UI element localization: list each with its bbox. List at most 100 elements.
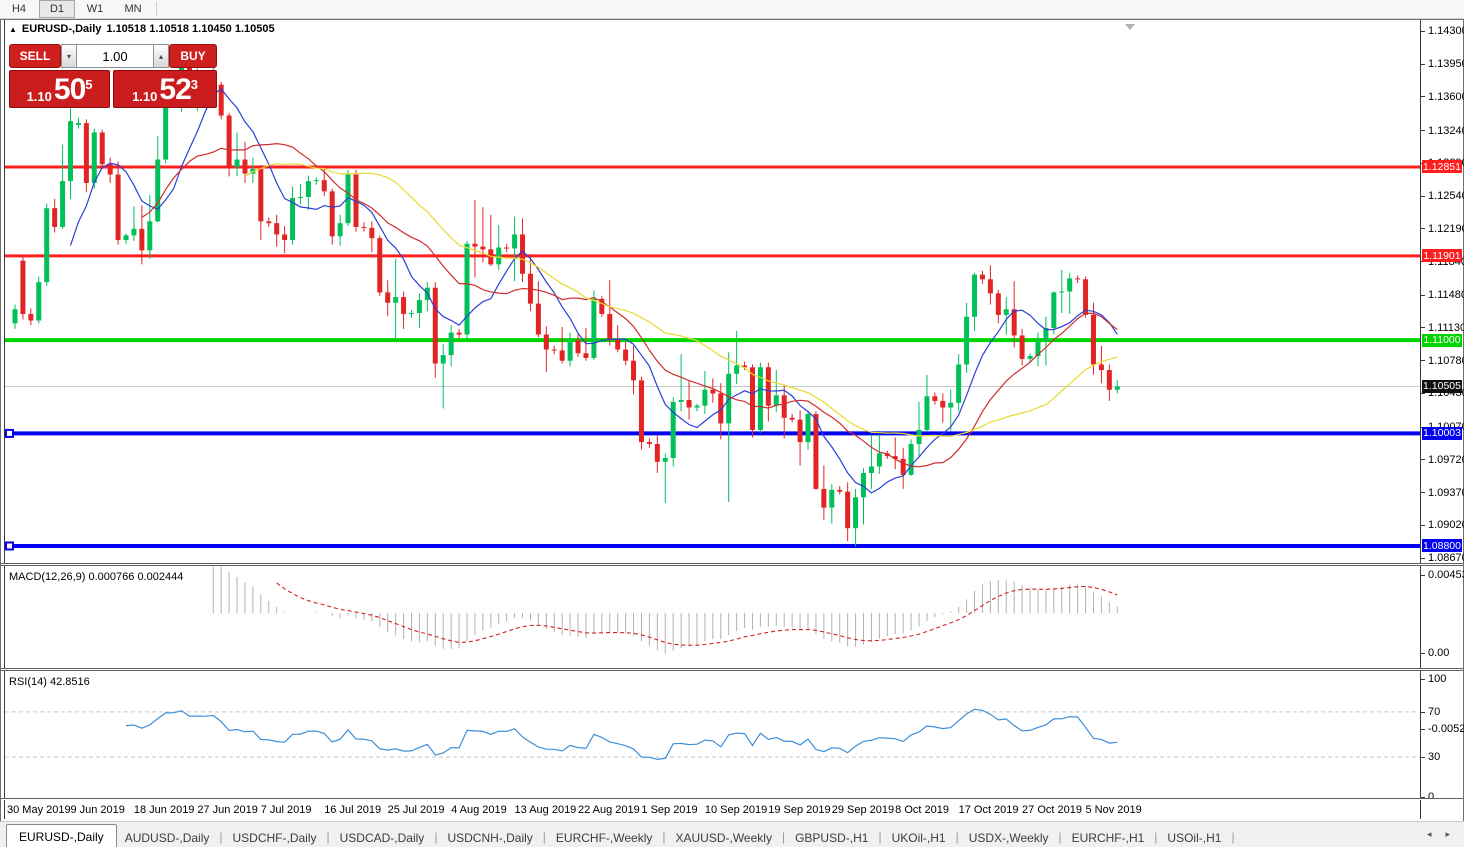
rsi-axis-70-tick (1421, 711, 1425, 713)
tab-audusd-daily[interactable]: AUDUSD-,Daily (124, 830, 210, 845)
date-axis[interactable]: 30 May 2019 9 Jun 2019 18 Jun 2019 27 Jun 2… (1, 801, 1420, 819)
tab-scroll-right-icon[interactable]: ▸ (1445, 829, 1450, 839)
ma-line-17[interactable] (141, 142, 1118, 468)
price-tick-label: 1.09720 (1428, 453, 1464, 466)
price-axis-border (1420, 20, 1421, 819)
toolbar-separator (156, 2, 157, 16)
tab-usoil-h1[interactable]: USOil-,H1 (1167, 830, 1222, 845)
rsi-panel-svg[interactable] (1, 671, 1420, 798)
price-tick-label: 1.12190 (1428, 222, 1464, 235)
date-label: 22 Aug 2019 (577, 804, 640, 816)
chart-title: ▲ EURUSD-,Daily 1.10518 1.10518 1.10450 … (9, 23, 275, 35)
ma-line-30[interactable] (244, 163, 1118, 437)
tab-separator: | (434, 830, 438, 844)
rsi-axis-30: 30 (1428, 751, 1441, 764)
tab-separator: | (1231, 830, 1235, 844)
scroll-marker-icon[interactable] (1125, 24, 1135, 30)
sell-price-prefix: 1.10 (26, 89, 52, 104)
tab-eurchf-h1[interactable]: EURCHF-,H1 (1071, 830, 1145, 845)
rsi-axis-70: 70 (1428, 705, 1441, 718)
price-tick-mark (1421, 459, 1425, 460)
tab-scroll-left-icon[interactable]: ◂ (1426, 829, 1432, 839)
hline-price-label: 1.12851 (1422, 160, 1462, 174)
hline-price-label: 1.10003 (1422, 426, 1462, 440)
chart-left-border (4, 20, 5, 819)
tab-usdx-weekly[interactable]: USDX-,Weekly (968, 830, 1049, 845)
date-label: 9 Jun 2019 (70, 804, 125, 816)
tab-separator: | (878, 830, 882, 844)
date-label: 30 May 2019 (7, 804, 71, 816)
macd-axis-min-tick (1421, 729, 1425, 730)
sell-button[interactable]: SELL (9, 44, 61, 68)
tab-separator: | (955, 830, 959, 844)
price-tick-label: 1.13950 (1428, 58, 1464, 71)
tab-eurusd-daily[interactable]: EURUSD-,Daily (6, 824, 117, 847)
timeframe-button-mn[interactable]: MN (124, 3, 142, 15)
price-tick-label: 1.11480 (1428, 289, 1464, 302)
tab-xauusd-weekly[interactable]: XAUUSD-,Weekly (675, 830, 772, 845)
price-tick-label: 1.13240 (1428, 124, 1464, 137)
tab-separator: | (1058, 830, 1062, 844)
price-tick-mark (1421, 492, 1425, 493)
sell-price-sup: 5 (85, 77, 93, 92)
date-label: 19 Sep 2019 (768, 804, 831, 816)
tab-separator: | (326, 830, 330, 844)
macd-panel-splitter[interactable] (1, 563, 1463, 566)
date-label: 27 Oct 2019 (1022, 804, 1082, 816)
hline-price-label: 1.11901 (1422, 249, 1462, 263)
price-tick-mark (1421, 295, 1425, 296)
chart-window: ▲ EURUSD-,Daily 1.10518 1.10518 1.10450 … (0, 19, 1464, 822)
volume-decrease-button[interactable]: ▾ (61, 44, 77, 68)
buy-price-box[interactable]: 1.10 52 3 (113, 70, 217, 108)
price-tick-mark (1421, 327, 1425, 328)
rsi-panel-splitter[interactable] (1, 668, 1463, 671)
rsi-axis-30-tick (1421, 757, 1425, 759)
rsi-line (125, 708, 1118, 761)
sell-price-box[interactable]: 1.10 50 5 (9, 70, 111, 108)
date-label: 7 Jul 2019 (260, 804, 312, 816)
horizontal-lines[interactable] (5, 165, 1420, 551)
date-label: 5 Nov 2019 (1085, 804, 1142, 816)
chart-tab-bar: EURUSD-,Daily AUDUSD-,Daily | USDCHF-,Daily… (0, 821, 1464, 847)
tab-usdcnh-daily[interactable]: USDCNH-,Daily (447, 830, 533, 845)
macd-signal-line (276, 582, 1118, 646)
price-tick-mark (1421, 64, 1425, 65)
date-label: 1 Sep 2019 (641, 804, 698, 816)
date-label: 18 Jun 2019 (133, 804, 195, 816)
tab-gbpusd-h1[interactable]: GBPUSD-,H1 (795, 830, 869, 845)
tab-separator: | (1154, 830, 1158, 844)
date-label: 10 Sep 2019 (704, 804, 768, 816)
price-tick-label: 1.09370 (1428, 486, 1464, 499)
macd-axis-max: 0.004536 (1428, 569, 1464, 581)
collapse-triangle-icon[interactable]: ▲ (9, 24, 17, 34)
tab-separator: | (662, 830, 666, 844)
macd-axis-max-tick (1421, 575, 1425, 576)
tab-usdcad-daily[interactable]: USDCAD-,Daily (339, 830, 425, 845)
buy-price-prefix: 1.10 (132, 89, 158, 104)
ma-line-8[interactable] (69, 88, 1118, 494)
buy-price-main: 52 (159, 73, 191, 106)
main-chart-svg[interactable] (1, 20, 1420, 563)
tab-eurchf-weekly[interactable]: EURCHF-,Weekly (555, 830, 653, 845)
chart-symbol-label: EURUSD-,Daily (21, 23, 102, 35)
price-tick-mark (1421, 558, 1425, 559)
macd-histogram (212, 567, 1118, 654)
volume-input[interactable]: 1.00 (77, 44, 153, 68)
tab-usdchf-daily[interactable]: USDCHF-,Daily (232, 830, 317, 845)
timeframe-button-d1[interactable]: D1 (39, 0, 75, 18)
date-label: 29 Sep 2019 (831, 804, 895, 816)
timeframe-button-w1[interactable]: W1 (86, 3, 104, 15)
macd-axis-zero-tick (1421, 653, 1425, 654)
timeframe-button-h4[interactable]: H4 (11, 3, 27, 15)
macd-panel-svg[interactable] (1, 567, 1420, 667)
date-label: 25 Jul 2019 (387, 804, 445, 816)
buy-price-sup: 3 (190, 77, 198, 92)
date-label: 13 Aug 2019 (514, 804, 577, 816)
volume-increase-button[interactable]: ▴ (153, 44, 169, 68)
candlesticks (12, 48, 1120, 547)
hline-price-label: 1.11000 (1422, 333, 1462, 347)
price-axis[interactable]: 1.143001.139501.136001.132401.128901.125… (1421, 20, 1464, 819)
tab-ukoil-h1[interactable]: UKOil-,H1 (891, 830, 946, 845)
buy-button[interactable]: BUY (169, 44, 217, 68)
price-tick-label: 1.12540 (1428, 190, 1464, 203)
